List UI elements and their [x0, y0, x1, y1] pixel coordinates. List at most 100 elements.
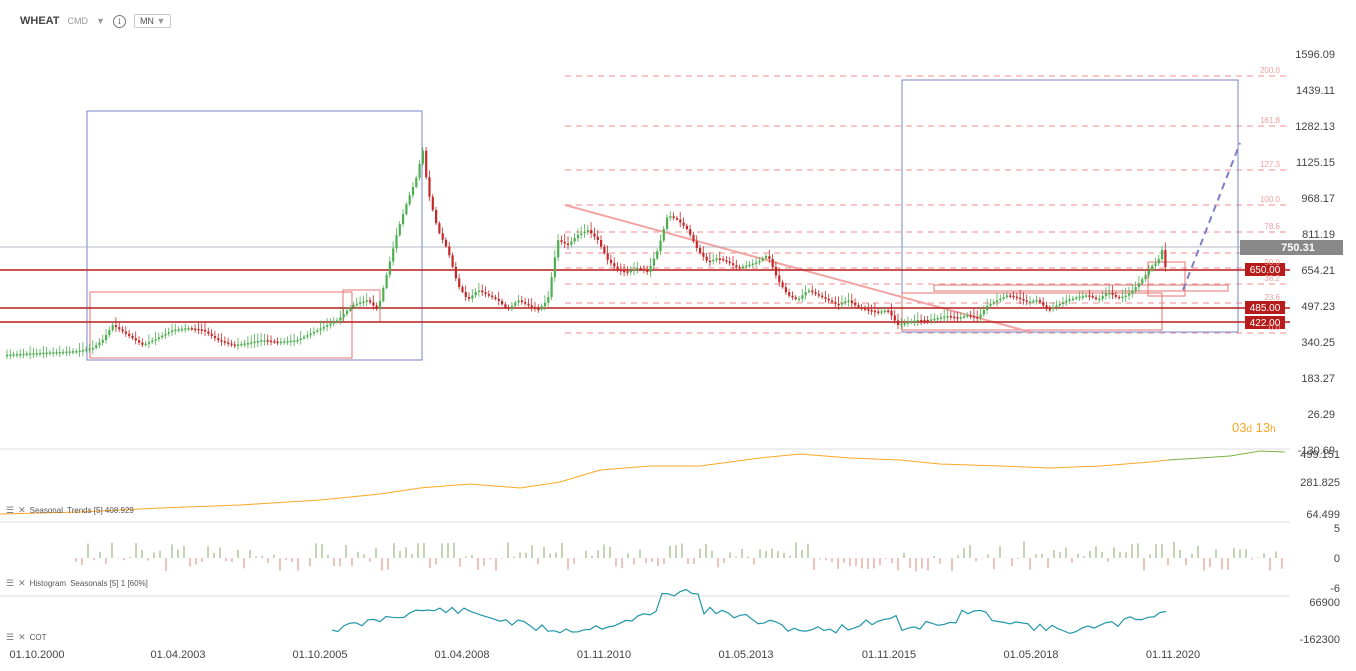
candle-body — [639, 268, 642, 270]
timeframe-select[interactable]: MN ▼ — [133, 14, 172, 28]
candle-body — [781, 282, 784, 288]
panel-menu-icon[interactable]: ☰ — [6, 505, 15, 515]
candle-body — [814, 292, 817, 294]
candle-body — [471, 295, 474, 299]
price-tick: -130.69 — [1298, 445, 1335, 457]
candle-body — [685, 225, 688, 230]
symbol-label[interactable]: WHEAT — [20, 15, 60, 27]
panel-menu-icon[interactable]: ☰ — [6, 578, 15, 588]
candle-body — [570, 241, 573, 245]
candle-body — [342, 314, 345, 318]
candle-body — [349, 307, 352, 311]
candle-countdown: 03d 13h — [1232, 420, 1276, 435]
candle-body — [207, 331, 210, 334]
candle-body — [464, 292, 467, 297]
level-badge — [1245, 316, 1285, 329]
candle-body — [758, 260, 761, 263]
candle-body — [840, 302, 844, 305]
candle-body — [623, 270, 626, 273]
candle-body — [936, 318, 939, 320]
candle-body — [900, 323, 903, 326]
candle-body — [646, 270, 649, 272]
symbol-dropdown-icon[interactable]: ▼ — [96, 16, 105, 26]
candle-body — [1101, 296, 1104, 299]
candle-body — [438, 223, 441, 234]
candle-body — [1085, 295, 1088, 297]
price-tick: 497.23 — [1301, 301, 1335, 313]
candle-body — [58, 351, 61, 354]
candle-body — [114, 325, 118, 328]
candle-body — [788, 292, 791, 296]
candle-body — [1095, 297, 1098, 300]
price-tick: 1125.15 — [1296, 157, 1335, 169]
candle-body — [1032, 300, 1035, 303]
trend-line-orange — [0, 453, 1169, 515]
candle-body — [204, 329, 207, 332]
candle-body — [1141, 279, 1144, 284]
candle-body — [817, 293, 820, 296]
panel-close-icon[interactable]: ✕ — [18, 578, 26, 588]
exchange-label: CMD — [67, 16, 89, 26]
candle-body — [619, 269, 622, 272]
candle-body — [976, 316, 979, 319]
candle-body — [679, 219, 682, 223]
candle-body — [567, 243, 570, 245]
candle-body — [725, 260, 728, 262]
candle-body — [1015, 296, 1018, 299]
candle-body — [501, 301, 504, 305]
candle-body — [669, 216, 672, 218]
level-badges: 650.00 485.00 422.00 — [1245, 263, 1285, 329]
candle-body — [243, 343, 246, 345]
candle-body — [847, 300, 850, 303]
candle-body — [190, 328, 193, 330]
candle-body — [811, 290, 814, 293]
candle-body — [530, 305, 533, 307]
candle-body — [583, 231, 586, 234]
panel-name: COT — [29, 633, 47, 642]
candle-body — [1009, 295, 1012, 297]
candle-body — [1108, 292, 1111, 295]
fibonacci-levels — [565, 75, 1290, 334]
candle-body — [15, 354, 19, 356]
candle-body — [454, 266, 457, 279]
candle-body — [468, 297, 471, 299]
candle-body — [1164, 249, 1167, 268]
candle-body — [1098, 298, 1101, 301]
info-icon[interactable]: i — [112, 14, 126, 28]
candle-body — [91, 347, 94, 350]
level-value: 650.00 — [1250, 265, 1281, 276]
candle-body — [837, 303, 840, 306]
candle-body — [732, 263, 735, 266]
candle-body — [217, 338, 220, 341]
candle-body — [712, 259, 715, 262]
candle-body — [55, 352, 58, 354]
candle-body — [494, 297, 497, 299]
candle-body — [791, 295, 794, 298]
panel-close-icon[interactable]: ✕ — [18, 505, 26, 515]
candle-body — [939, 317, 943, 319]
price-tick: 183.27 — [1301, 373, 1335, 385]
candle-body — [1134, 287, 1137, 291]
panel-menu-icon[interactable]: ☰ — [6, 632, 15, 642]
candle-body — [6, 354, 9, 357]
price-tick: 1596.09 — [1295, 49, 1335, 61]
candle-body — [1062, 302, 1065, 304]
candle-body — [755, 262, 758, 264]
candle-body — [415, 177, 418, 187]
candle-body — [256, 340, 259, 343]
time-tick: 01.05.2018 — [1003, 649, 1058, 661]
candle-body — [138, 340, 141, 343]
candle-body — [771, 259, 774, 268]
candle-body — [405, 204, 408, 215]
candle-body — [1078, 296, 1081, 299]
candle-body — [649, 265, 652, 272]
time-tick: 01.04.2003 — [150, 649, 205, 661]
candle-body — [491, 295, 494, 298]
candle-body — [1048, 308, 1051, 311]
candle-body — [629, 270, 632, 273]
candle-body — [402, 214, 405, 224]
panel-close-icon[interactable]: ✕ — [18, 632, 26, 642]
candle-body — [504, 304, 507, 308]
time-tick: 01.10.2000 — [9, 649, 64, 661]
